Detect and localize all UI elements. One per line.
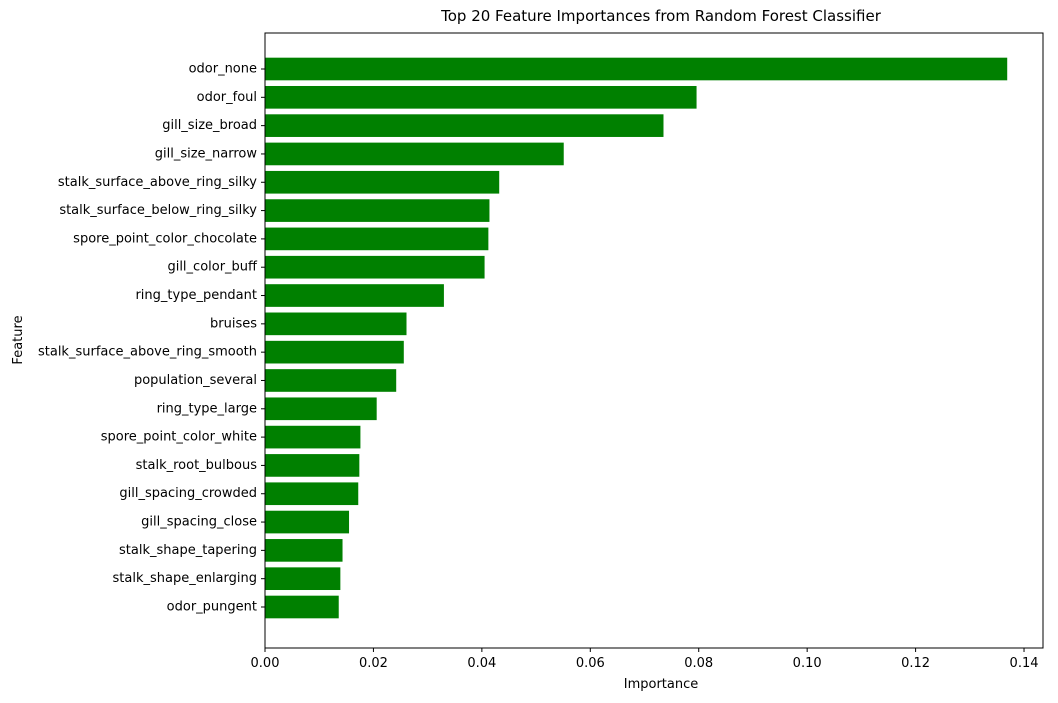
y-tick-label: stalk_root_bulbous bbox=[136, 458, 258, 473]
plot-area-frame bbox=[264, 32, 1044, 649]
x-axis-ticks: 0.00 0.02 0.04 0.06 0.08 0.10 0.12 0.14 bbox=[251, 648, 1039, 671]
y-tick-label: gill_size_narrow bbox=[155, 146, 258, 161]
y-axis-ticks: odor_none odor_foul gill_size_broad gill_si… bbox=[38, 62, 265, 615]
bar-spore-point-color-white bbox=[265, 425, 361, 449]
bar-gill-size-narrow bbox=[265, 142, 564, 166]
y-tick-label: ring_type_pendant bbox=[135, 288, 257, 303]
y-tick-label: stalk_surface_above_ring_smooth bbox=[38, 345, 257, 360]
y-tick-label: spore_point_color_chocolate bbox=[73, 231, 257, 246]
x-tick-label: 0.12 bbox=[901, 656, 930, 671]
y-axis-label: Feature bbox=[11, 315, 26, 364]
y-tick-label: odor_pungent bbox=[167, 600, 257, 615]
y-tick-label: stalk_shape_enlarging bbox=[113, 571, 258, 586]
bar-stalk-surface-above-ring-silky bbox=[265, 170, 500, 194]
y-tick-label: gill_color_buff bbox=[167, 260, 258, 275]
bar-odor-pungent bbox=[265, 595, 339, 619]
bar-spore-point-color-chocolate bbox=[265, 227, 489, 251]
y-tick-label: bruises bbox=[210, 316, 257, 331]
y-tick-label: gill_spacing_crowded bbox=[119, 486, 257, 501]
bar-stalk-root-bulbous bbox=[265, 454, 360, 477]
bar-gill-size-broad bbox=[265, 114, 664, 137]
y-tick-label: odor_none bbox=[189, 62, 257, 77]
bar-ring-type-large bbox=[265, 397, 377, 421]
bar-population-several bbox=[265, 369, 397, 392]
bar-gill-color-buff bbox=[265, 255, 485, 279]
x-tick-label: 0.00 bbox=[251, 656, 280, 671]
y-tick-label: stalk_shape_tapering bbox=[119, 543, 257, 558]
y-tick-label: stalk_surface_above_ring_silky bbox=[58, 175, 257, 190]
x-tick-label: 0.10 bbox=[793, 656, 822, 671]
bar-stalk-surface-below-ring-silky bbox=[265, 199, 490, 222]
bar-bruises bbox=[265, 312, 407, 336]
y-tick-label: gill_spacing_close bbox=[141, 515, 257, 530]
y-tick-label: odor_foul bbox=[197, 90, 257, 105]
y-tick-label: stalk_surface_below_ring_silky bbox=[59, 203, 257, 218]
bar-gill-spacing-close bbox=[265, 510, 350, 534]
y-tick-label: population_several bbox=[134, 373, 257, 388]
x-tick-label: 0.08 bbox=[684, 656, 713, 671]
bar-odor-foul bbox=[265, 85, 697, 109]
x-tick-label: 0.06 bbox=[576, 656, 605, 671]
x-tick-label: 0.04 bbox=[467, 656, 496, 671]
x-tick-label: 0.14 bbox=[1010, 656, 1039, 671]
bars-layer bbox=[265, 57, 1008, 619]
bar-gill-spacing-crowded bbox=[265, 482, 359, 506]
chart-title: Top 20 Feature Importances from Random F… bbox=[440, 7, 882, 25]
bar-odor-none bbox=[265, 57, 1008, 81]
y-tick-label: ring_type_large bbox=[157, 401, 257, 416]
y-tick-label: gill_size_broad bbox=[162, 118, 257, 133]
bar-stalk-shape-enlarging bbox=[265, 567, 341, 591]
x-tick-label: 0.02 bbox=[359, 656, 388, 671]
bar-stalk-surface-above-ring-smooth bbox=[265, 340, 404, 364]
x-axis-label: Importance bbox=[624, 677, 699, 692]
y-tick-label: spore_point_color_white bbox=[101, 430, 257, 445]
bar-stalk-shape-tapering bbox=[265, 539, 343, 562]
bar-ring-type-pendant bbox=[265, 284, 444, 307]
